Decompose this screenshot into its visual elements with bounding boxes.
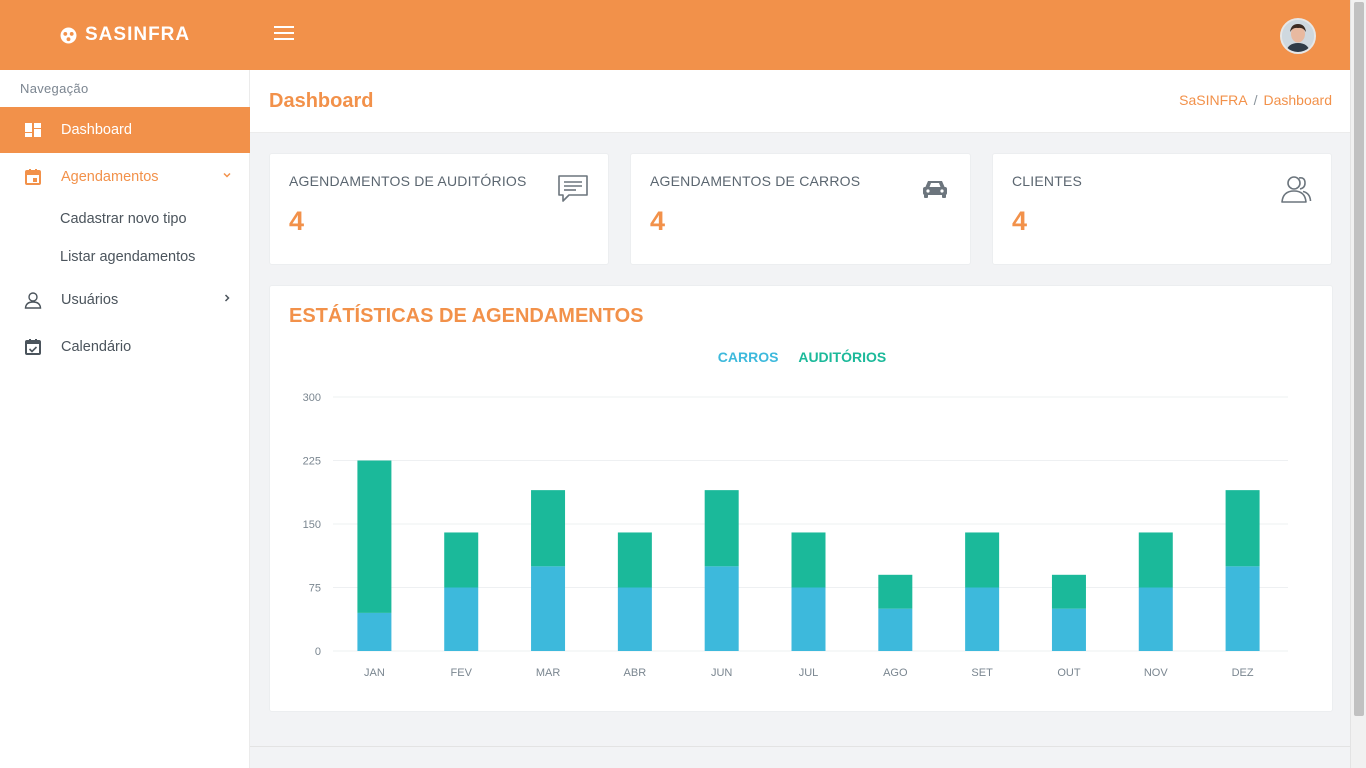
y-tick-label: 150 [303, 519, 321, 531]
x-tick-label: JAN [364, 667, 385, 679]
chart-panel: ESTÁTÍSTICAS DE AGENDAMENTOS CARROS AUDI… [269, 285, 1333, 712]
sidebar-item-usuarios[interactable]: Usuários [0, 277, 250, 323]
bar-carros [791, 587, 826, 651]
scrollbar-thumb[interactable] [1354, 2, 1364, 716]
bar-auditorios [704, 490, 739, 567]
sidebar: Navegação Dashboard Agendamentos Cadastr… [0, 70, 250, 768]
bar-chart: 300 225 150 75 0 JAN FEV MAR ABR JUN JUL AGO SET OUT N… [303, 392, 1288, 679]
bar-auditorios [878, 574, 913, 609]
bar-carros [704, 566, 739, 651]
x-tick-label: AGO [883, 667, 908, 679]
car-icon [923, 181, 947, 198]
brand-name: SASINFRA [85, 24, 191, 45]
sidebar-item-label: Dashboard [61, 122, 132, 138]
legend-item-auditorios[interactable]: AUDITÓRIOS [798, 349, 887, 365]
stat-card-carros: AGENDAMENTOS DE CARROS 4 [630, 153, 971, 265]
brand-logo[interactable]: SASINFRA [60, 22, 190, 48]
calendar-icon [25, 169, 41, 185]
bar-carros [617, 587, 652, 651]
bar-carros [1138, 587, 1173, 651]
x-tick-label: DEZ [1232, 667, 1254, 679]
x-tick-label: JUN [711, 667, 732, 679]
y-tick-label: 225 [303, 456, 321, 468]
bar-auditorios [1225, 490, 1260, 567]
bar-auditorios [1138, 532, 1173, 588]
sidebar-item-label: Calendário [61, 339, 132, 355]
footer-divider [250, 746, 1350, 747]
bar-carros [444, 587, 479, 651]
top-bar: SASINFRA [0, 0, 1350, 70]
sidebar-item-dashboard[interactable]: Dashboard [0, 107, 250, 153]
x-tick-label: MAR [536, 667, 561, 679]
breadcrumb-separator: / [1253, 92, 1258, 108]
bar-carros [531, 566, 566, 651]
calendar-check-icon [25, 339, 41, 355]
x-tick-label: SET [971, 667, 993, 679]
bar-auditorios [531, 490, 566, 567]
page-header: Dashboard SaSINFRA / Dashboard [250, 70, 1350, 133]
bar-auditorios [617, 532, 652, 588]
menu-toggle-icon[interactable] [274, 26, 294, 42]
chevron-down-icon [223, 172, 231, 178]
y-tick-label: 75 [309, 583, 321, 595]
dashboard-icon [25, 123, 41, 137]
stat-card-clientes: CLIENTES 4 [992, 153, 1332, 265]
comment-icon [558, 175, 588, 202]
sidebar-item-label: Usuários [61, 292, 119, 308]
bar-carros [1051, 608, 1086, 651]
page-scrollbar[interactable] [1350, 0, 1366, 768]
bar-auditorios [357, 460, 392, 613]
sidebar-item-label: Agendamentos [61, 169, 159, 185]
sidebar-subitem-cadastrar[interactable]: Cadastrar novo tipo [60, 211, 187, 227]
legend-item-carros[interactable]: CARROS [717, 349, 779, 365]
breadcrumb-item-home[interactable]: SaSINFRA [1179, 92, 1248, 108]
y-tick-label: 300 [303, 392, 321, 404]
sidebar-subitem-listar[interactable]: Listar agendamentos [60, 249, 196, 265]
stat-card-title: AGENDAMENTOS DE AUDITÓRIOS [289, 173, 527, 189]
chevron-right-icon [224, 294, 230, 302]
bar-carros [357, 612, 392, 651]
bar-auditorios [444, 532, 479, 588]
bar-carros [878, 608, 913, 651]
stat-card-value: 4 [289, 206, 305, 236]
stat-card-auditorios: AGENDAMENTOS DE AUDITÓRIOS 4 [269, 153, 609, 265]
users-icon [1281, 176, 1312, 203]
brand-icon [60, 27, 77, 43]
stat-card-value: 4 [650, 206, 666, 236]
sidebar-item-calendario[interactable]: Calendário [0, 324, 250, 370]
x-tick-label: NOV [1144, 667, 1169, 679]
bar-auditorios [965, 532, 1000, 588]
y-tick-label: 0 [315, 646, 321, 658]
bar-carros [1225, 566, 1260, 651]
user-icon [24, 292, 42, 309]
page-title: Dashboard [269, 90, 374, 112]
stat-card-title: AGENDAMENTOS DE CARROS [650, 173, 861, 189]
x-tick-label: FEV [451, 667, 473, 679]
bar-auditorios [791, 532, 826, 588]
breadcrumb-item-current[interactable]: Dashboard [1263, 92, 1333, 108]
sidebar-caption: Navegação [20, 81, 89, 96]
x-tick-label: ABR [624, 667, 647, 679]
x-tick-label: OUT [1057, 667, 1081, 679]
breadcrumb: SaSINFRA / Dashboard [1179, 92, 1332, 108]
bar-auditorios [1051, 574, 1086, 609]
x-tick-label: JUL [799, 667, 819, 679]
stat-card-title: CLIENTES [1012, 173, 1083, 189]
bar-carros [965, 587, 1000, 651]
avatar[interactable] [1280, 18, 1316, 54]
stat-card-value: 4 [1012, 206, 1028, 236]
chart-title: ESTÁTÍSTICAS DE AGENDAMENTOS [289, 305, 644, 327]
chart-legend: CARROS AUDITÓRIOS [270, 349, 1334, 365]
sidebar-item-agendamentos[interactable]: Agendamentos [0, 154, 250, 200]
